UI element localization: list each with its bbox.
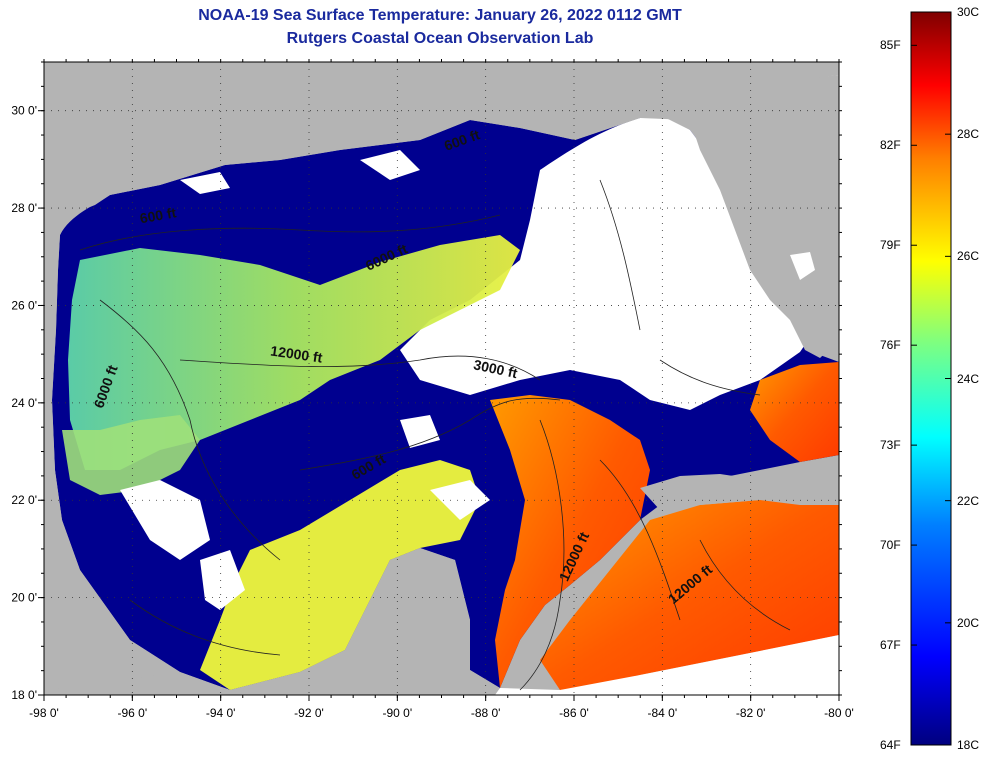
colorbar-c-label: 26C bbox=[957, 249, 980, 264]
y-tick-label: 28 0' bbox=[11, 201, 37, 215]
x-tick-label: -86 0' bbox=[559, 706, 589, 720]
sst-warm-cuba-south bbox=[540, 500, 839, 690]
colorbar-c-label: 22C bbox=[957, 493, 980, 508]
lat-lon-grid bbox=[44, 62, 839, 695]
us-gulf-coast-land bbox=[44, 62, 839, 400]
colorbar-f-label: 73F bbox=[880, 438, 901, 453]
sst-band-texas-mid bbox=[62, 415, 200, 495]
sst-warm-caribbean bbox=[490, 395, 650, 688]
colorbar-f-label: 76F bbox=[880, 338, 901, 353]
colorbar-f-label: 70F bbox=[880, 538, 901, 553]
x-tick-label: -96 0' bbox=[118, 706, 148, 720]
colorbar-f-label: 67F bbox=[880, 638, 901, 653]
no-data-swath-south bbox=[495, 635, 839, 695]
cloud-patch-3 bbox=[360, 150, 420, 180]
contour-label: 12000 ft bbox=[270, 343, 324, 366]
sst-band-mid bbox=[68, 235, 520, 470]
cloud-patch-6 bbox=[430, 480, 490, 520]
y-tick-label: 20 0' bbox=[11, 591, 37, 605]
cuba-land bbox=[640, 474, 825, 510]
colorbar-c-label: 20C bbox=[957, 615, 980, 630]
bathymetry-contours bbox=[79, 179, 791, 691]
y-tick-label: 24 0' bbox=[11, 396, 37, 410]
y-tick-label: 18 0' bbox=[11, 688, 37, 702]
colorbar-c-label: 28C bbox=[957, 127, 980, 142]
colorbar-c-label: 18C bbox=[957, 738, 980, 752]
sst-band-campeche bbox=[200, 460, 480, 690]
x-tick-label: -88 0' bbox=[471, 706, 501, 720]
florida-land bbox=[690, 75, 839, 358]
colorbar-f-label: 85F bbox=[880, 38, 901, 53]
x-tick-label: -92 0' bbox=[294, 706, 324, 720]
cloud-lake-okeechobee bbox=[790, 252, 815, 280]
x-tick-label: -84 0' bbox=[648, 706, 678, 720]
contour-label: 600 ft bbox=[139, 204, 178, 226]
cloud-patch-2 bbox=[200, 550, 245, 610]
x-tick-label: -98 0' bbox=[29, 706, 59, 720]
colorbar-f-label: 79F bbox=[880, 238, 901, 253]
map-title: NOAA-19 Sea Surface Temperature: January… bbox=[198, 7, 682, 24]
colorbar bbox=[911, 12, 951, 745]
colorbar-c-label: 30C bbox=[957, 5, 980, 19]
cloud-patch-4 bbox=[180, 172, 230, 194]
colorbar-ticks bbox=[911, 11, 951, 746]
colorbar-f-label: 82F bbox=[880, 138, 901, 153]
colorbar-c-label: 24C bbox=[957, 371, 980, 386]
map-subtitle: Rutgers Coastal Ocean Observation Lab bbox=[286, 30, 594, 47]
colorbar-f-label: 64F bbox=[880, 738, 901, 752]
sst-warm-east bbox=[750, 362, 839, 462]
y-tick-label: 22 0' bbox=[11, 493, 37, 507]
x-tick-label: -80 0' bbox=[824, 706, 854, 720]
y-tick-label: 26 0' bbox=[11, 298, 37, 312]
y-tick-label: 30 0' bbox=[11, 104, 37, 118]
x-tick-label: -90 0' bbox=[383, 706, 413, 720]
cloud-cover-northeast bbox=[400, 115, 815, 410]
yucatan-land bbox=[44, 548, 500, 695]
x-tick-label: -94 0' bbox=[206, 706, 236, 720]
cloud-patch-5 bbox=[400, 415, 440, 448]
longitude-axis: -98 0' -96 0' -94 0' -92 0' -90 0' -88 0' -86 … bbox=[29, 59, 854, 720]
mexico-land bbox=[44, 400, 180, 690]
x-tick-label: -82 0' bbox=[736, 706, 766, 720]
latitude-axis: 18 0' 20 0' 22 0' 24 0' 26 0' 28 0' 30 0' bbox=[11, 61, 842, 702]
